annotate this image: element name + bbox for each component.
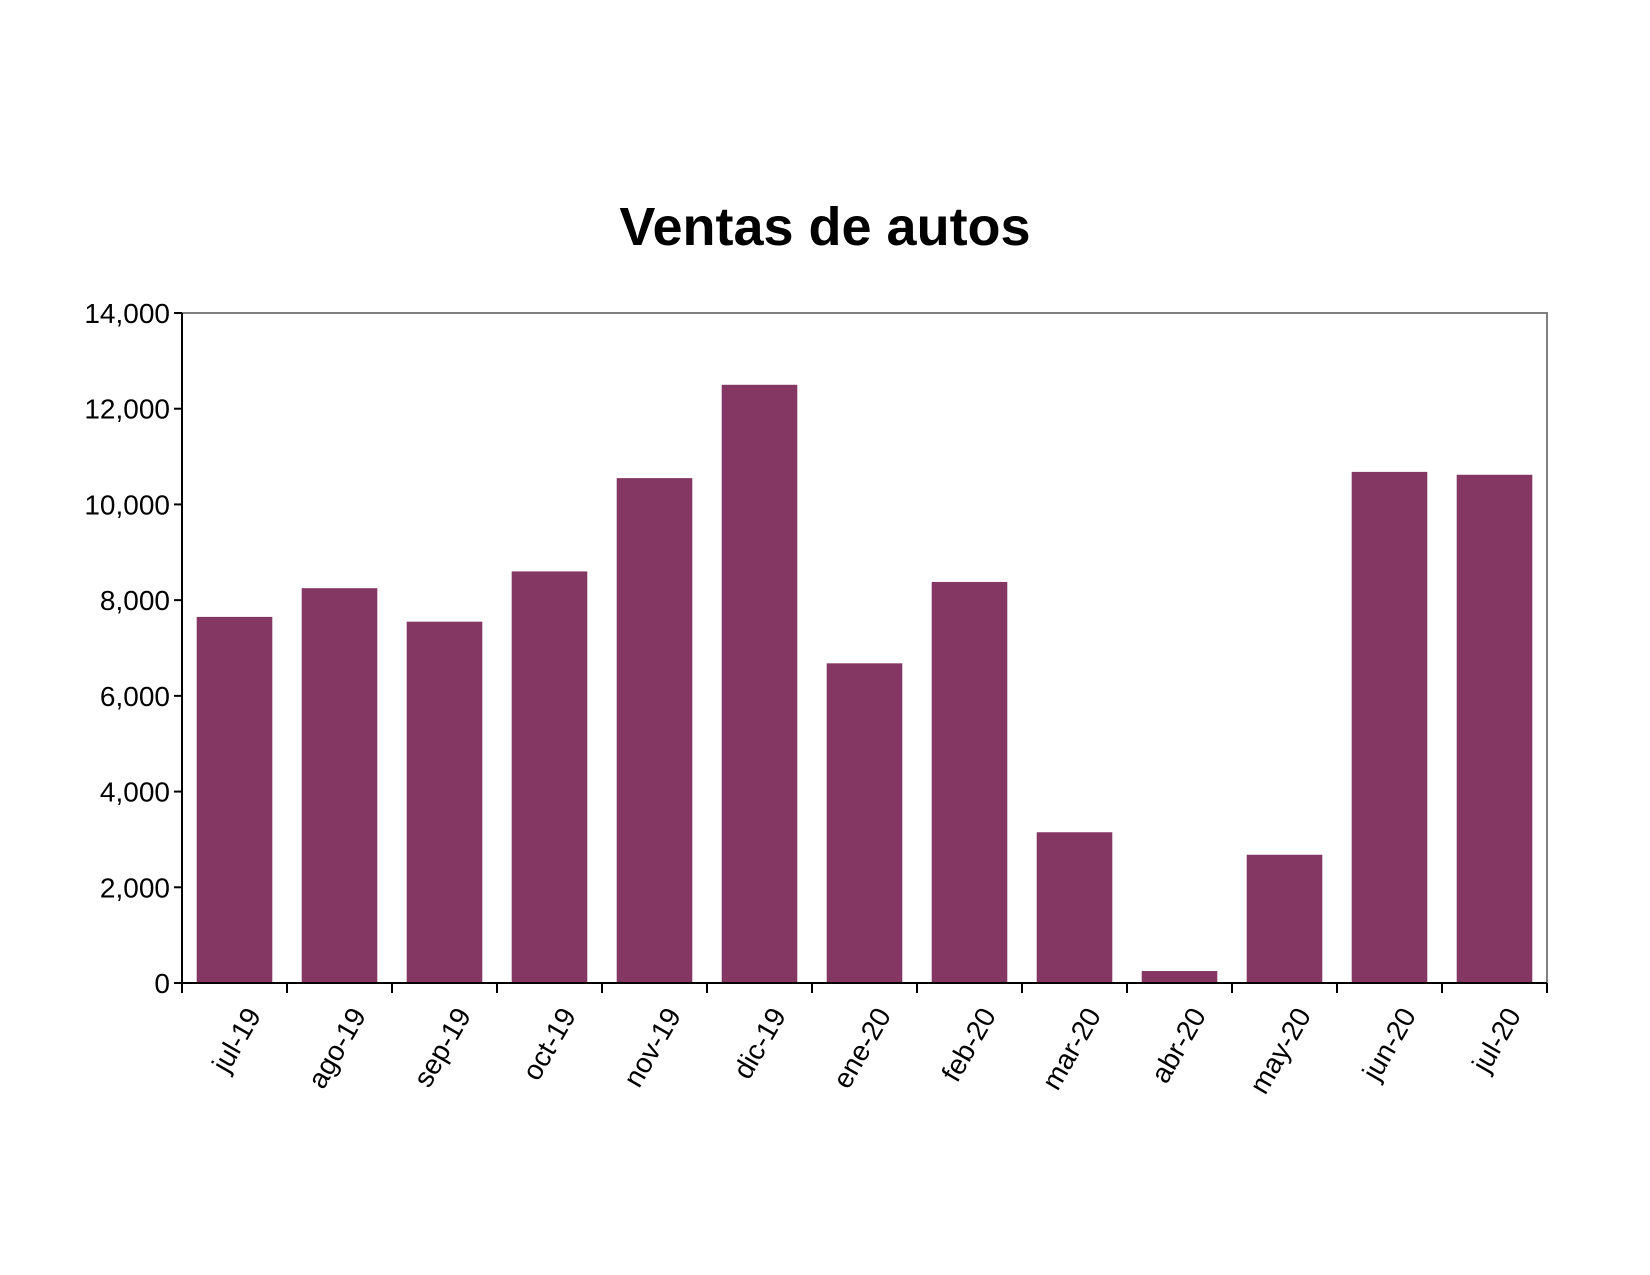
y-tick-label: 8,000 (100, 585, 170, 616)
y-tick-label: 0 (154, 968, 170, 999)
x-tick-label: abr-20 (1145, 1003, 1212, 1089)
x-tick-label: jun-20 (1356, 1003, 1422, 1087)
x-tick-label: dic-19 (727, 1003, 792, 1085)
bar-feb-20 (931, 581, 1008, 983)
bars-group (196, 384, 1533, 983)
y-tick-label: 4,000 (100, 777, 170, 808)
bar-oct-19 (511, 571, 588, 983)
bar-jul-20 (1456, 474, 1533, 983)
x-tick-label: mar-20 (1036, 1003, 1107, 1095)
bar-may-20 (1246, 854, 1323, 983)
x-tick-label: ene-20 (827, 1003, 897, 1094)
bar-sep-19 (406, 621, 483, 983)
x-tick-label: jul-19 (205, 1003, 267, 1079)
x-tick-label: feb-20 (935, 1003, 1002, 1087)
x-tick-label: nov-19 (617, 1003, 687, 1093)
bar-mar-20 (1036, 832, 1113, 983)
y-tick-label: 14,000 (84, 298, 170, 329)
x-tick-label: may-20 (1243, 1003, 1317, 1099)
y-tick-label: 12,000 (84, 394, 170, 425)
bar-nov-19 (616, 478, 693, 983)
bar-abr-20 (1141, 971, 1218, 983)
x-tick-label: oct-19 (516, 1003, 582, 1086)
y-tick-label: 2,000 (100, 872, 170, 903)
bar-ago-19 (301, 588, 378, 983)
chart-title: Ventas de autos (619, 197, 1030, 257)
bar-jul-19 (196, 616, 273, 983)
x-tick-label: sep-19 (407, 1003, 477, 1093)
x-tick-label: ago-19 (302, 1003, 372, 1094)
y-tick-label: 10,000 (84, 489, 170, 520)
x-tick-label: jul-20 (1465, 1003, 1527, 1079)
y-tick-label: 6,000 (100, 681, 170, 712)
bar-ene-20 (826, 663, 903, 983)
bar-dic-19 (721, 384, 798, 983)
bar-jun-20 (1351, 471, 1428, 983)
